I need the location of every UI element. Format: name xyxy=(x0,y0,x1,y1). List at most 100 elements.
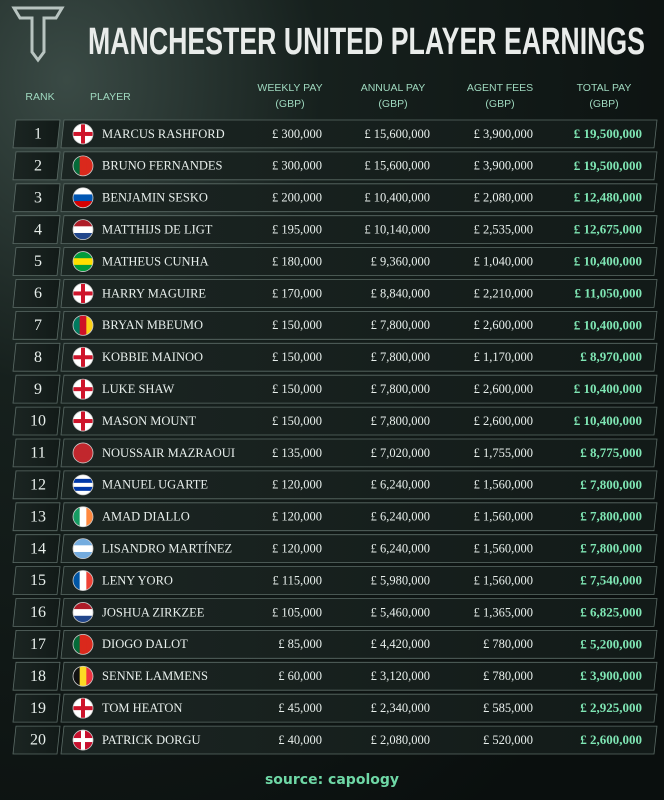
player-name: KOBBIE MAINOO xyxy=(102,350,203,364)
total-pay: £ 12,480,000 xyxy=(574,190,642,205)
row-cell xyxy=(60,342,658,372)
column-header: (GBP) xyxy=(275,98,304,110)
weekly-pay: £ 45,000 xyxy=(278,701,322,715)
table-row: 16 JOSHUA ZIRKZEE £ 105,000 £ 5,460,000 £ 1,… xyxy=(12,598,658,627)
flag-part xyxy=(73,456,93,463)
agent-fees: £ 780,000 xyxy=(483,669,533,683)
flag xyxy=(73,379,93,400)
flag-part xyxy=(73,315,81,336)
flag-part xyxy=(73,251,93,259)
rank-cell xyxy=(12,406,61,436)
flag-part xyxy=(73,538,93,546)
row-cell xyxy=(60,725,658,755)
flag-part xyxy=(73,634,81,655)
total-pay: £ 3,900,000 xyxy=(580,668,642,683)
rank-cell xyxy=(12,310,61,340)
weekly-pay: £ 150,000 xyxy=(272,382,322,396)
flag-part xyxy=(79,506,87,527)
rank-cell xyxy=(12,279,61,308)
weekly-pay: £ 120,000 xyxy=(272,478,322,492)
flag xyxy=(73,251,93,272)
agent-fees: £ 2,600,000 xyxy=(474,318,533,332)
table-row: 8 KOBBIE MAINOO £ 150,000 £ 7,800,000 £ 1,17… xyxy=(12,342,658,372)
table-row: 14 LISANDRO MARTÍNEZ £ 120,000 £ 6,240,000 £… xyxy=(12,534,658,563)
rank: 19 xyxy=(30,700,46,717)
column-header: TOTAL PAY xyxy=(577,82,632,94)
rank-cell xyxy=(12,470,61,500)
column-header: (GBP) xyxy=(485,98,514,110)
row-cell xyxy=(60,630,658,659)
flag-rim xyxy=(72,378,94,400)
column-header: (GBP) xyxy=(378,98,407,110)
flag-part xyxy=(73,666,81,687)
player-name: BRYAN MBEUMO xyxy=(102,318,203,332)
player-name: MASON MOUNT xyxy=(102,414,196,428)
flag-part xyxy=(73,194,93,202)
flag xyxy=(73,538,93,559)
table-row: 9 LUKE SHAW £ 150,000 £ 7,800,000 £ 2,600,00… xyxy=(12,374,658,404)
row-cell xyxy=(60,534,658,563)
total-pay: £ 19,500,000 xyxy=(574,126,642,141)
flag-part xyxy=(73,706,93,711)
total-pay: £ 10,400,000 xyxy=(574,413,642,428)
rank-cell xyxy=(12,534,61,563)
rank-cell xyxy=(12,438,61,468)
rank-cell xyxy=(12,502,61,532)
agent-fees: £ 1,560,000 xyxy=(474,573,533,587)
weekly-pay: £ 40,000 xyxy=(278,733,322,747)
annual-pay: £ 5,460,000 xyxy=(371,605,430,619)
total-pay: £ 19,500,000 xyxy=(574,158,642,173)
flag-part xyxy=(73,609,93,617)
table-row: 1 MARCUS RASHFORD £ 300,000 £ 15,600,000 £ 3… xyxy=(12,119,658,149)
flag-part xyxy=(73,570,81,591)
flag-part xyxy=(73,482,93,488)
total-pay: £ 2,600,000 xyxy=(580,732,642,747)
annual-pay: £ 4,420,000 xyxy=(371,637,430,651)
weekly-pay: £ 120,000 xyxy=(272,510,322,524)
flag xyxy=(73,474,93,495)
flag-part xyxy=(73,449,93,457)
agent-fees: £ 1,365,000 xyxy=(474,605,533,619)
flag-part xyxy=(73,258,93,266)
flag-part xyxy=(73,442,93,451)
flag-part xyxy=(73,474,93,480)
player-name: LENY YORO xyxy=(102,573,173,587)
flag-part xyxy=(73,232,93,240)
table-row: 2 BRUNO FERNANDES £ 300,000 £ 15,600,000 £ 3… xyxy=(12,151,658,181)
weekly-pay: £ 105,000 xyxy=(272,605,322,619)
flag-part xyxy=(73,201,93,208)
annual-pay: £ 7,800,000 xyxy=(371,350,430,364)
total-pay: £ 10,400,000 xyxy=(574,254,642,269)
rank: 5 xyxy=(34,253,42,270)
total-pay: £ 10,400,000 xyxy=(574,381,642,396)
rank: 13 xyxy=(30,508,46,525)
rank: 11 xyxy=(30,445,45,462)
total-pay: £ 2,925,000 xyxy=(580,700,642,715)
annual-pay: £ 15,600,000 xyxy=(364,127,430,141)
row-cell xyxy=(60,374,658,404)
flag-part xyxy=(79,634,87,655)
flag-part xyxy=(86,634,93,655)
agent-fees: £ 1,040,000 xyxy=(474,254,533,268)
player-name: NOUSSAIR MAZRAOUI xyxy=(102,446,235,460)
flag-part xyxy=(86,666,93,687)
agent-fees: £ 1,560,000 xyxy=(474,542,533,556)
agent-fees: £ 1,170,000 xyxy=(474,350,533,364)
flag-part xyxy=(73,615,93,623)
table-row: 12 MANUEL UGARTE £ 120,000 £ 6,240,000 £ 1,5… xyxy=(12,470,658,500)
weekly-pay: £ 60,000 xyxy=(278,669,322,683)
agent-fees: £ 2,535,000 xyxy=(474,223,533,237)
rank-cell xyxy=(12,119,61,149)
row-cell xyxy=(60,566,658,595)
table-row: 7 BRYAN MBEUMO £ 150,000 £ 7,800,000 £ 2,600… xyxy=(12,310,658,340)
flag-part xyxy=(73,602,93,610)
rank-cell xyxy=(12,598,61,627)
rank: 16 xyxy=(30,604,46,621)
agent-fees: £ 3,900,000 xyxy=(474,159,533,173)
column-header: WEEKLY PAY xyxy=(257,82,322,94)
flag-part xyxy=(73,419,93,424)
flag-part xyxy=(73,486,93,492)
flag-rim xyxy=(72,506,94,528)
table-row: 13 AMAD DIALLO £ 120,000 £ 6,240,000 £ 1,560… xyxy=(12,502,658,532)
